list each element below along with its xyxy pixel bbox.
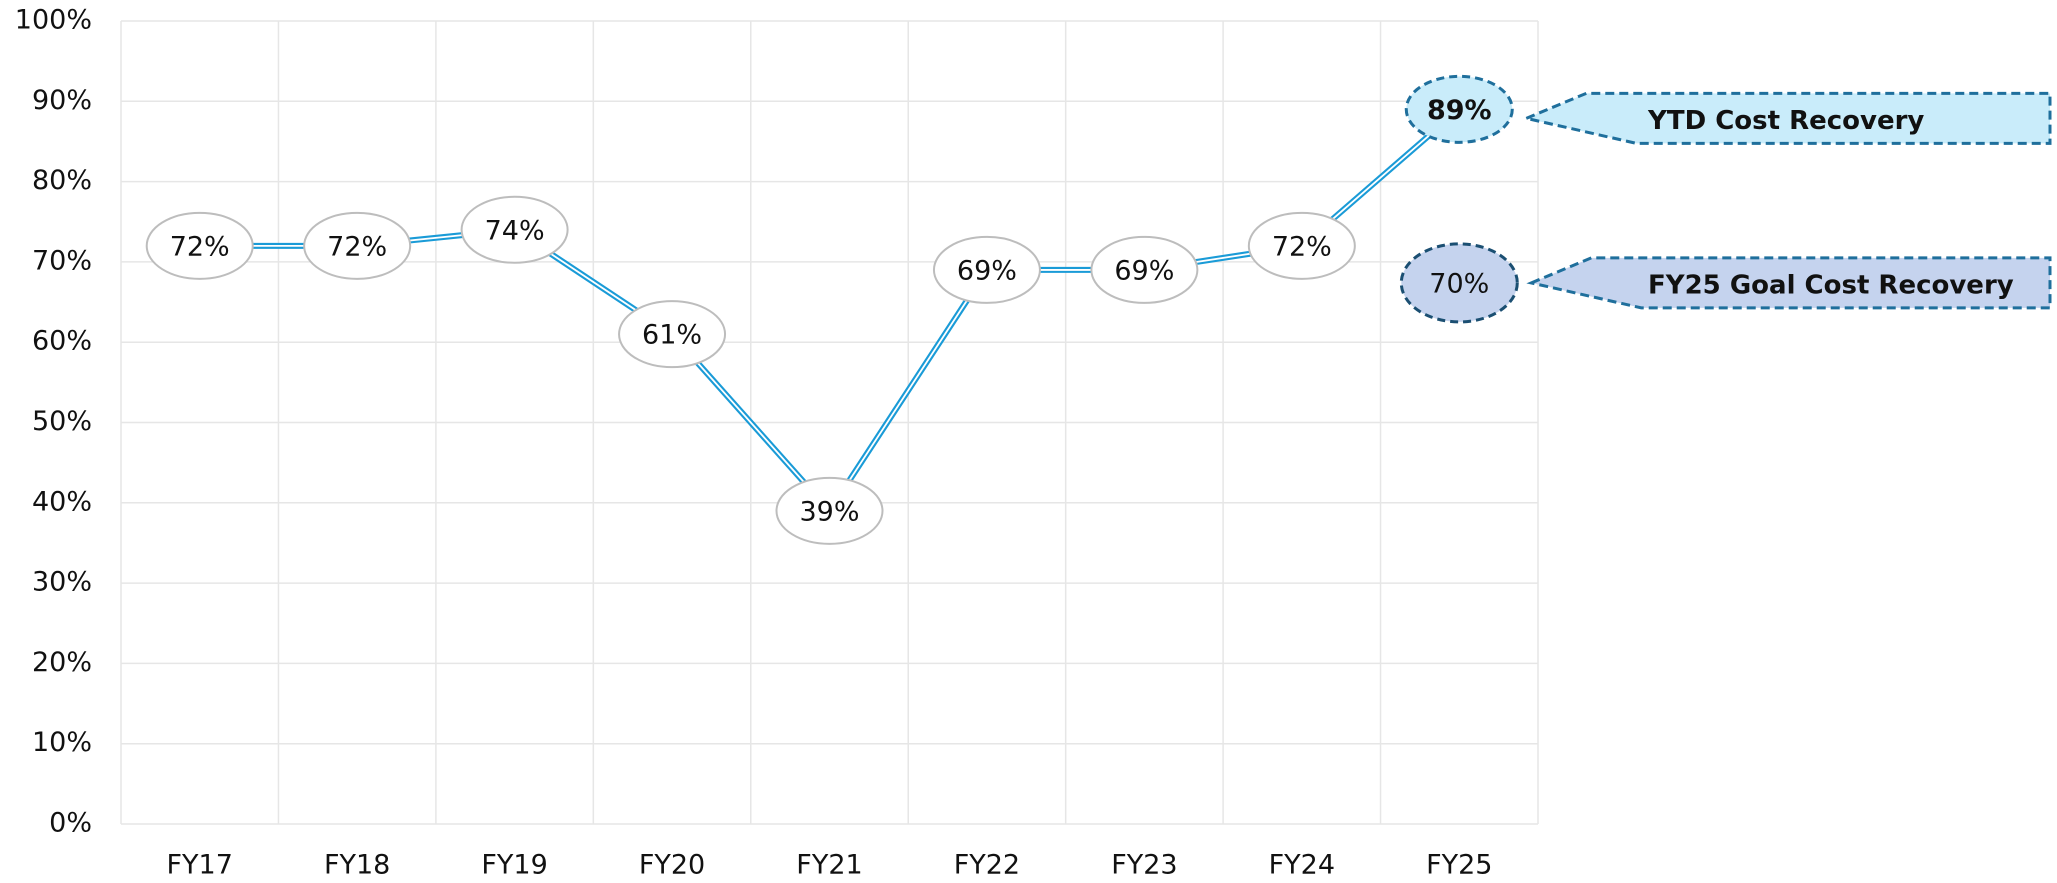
callout-box bbox=[1521, 91, 2052, 145]
y-tick-label: 80% bbox=[32, 165, 92, 196]
data-label-bubble bbox=[460, 195, 569, 264]
y-tick-label: 20% bbox=[32, 647, 92, 678]
data-label: 72% bbox=[170, 231, 230, 262]
data-label-bubble bbox=[618, 300, 727, 369]
callout-box bbox=[1526, 256, 2052, 310]
data-label: 74% bbox=[485, 215, 545, 246]
y-tick-label: 70% bbox=[32, 245, 92, 276]
data-label-bubble bbox=[1404, 74, 1514, 144]
data-label: 89% bbox=[1427, 95, 1492, 126]
x-tick-label: FY19 bbox=[481, 850, 547, 881]
x-tick-label: FY25 bbox=[1426, 850, 1492, 881]
data-label-bubble bbox=[1247, 211, 1356, 280]
x-tick-label: FY18 bbox=[324, 850, 390, 881]
x-tick-label: FY23 bbox=[1111, 850, 1177, 881]
data-label-bubble bbox=[775, 476, 884, 545]
x-tick-label: FY22 bbox=[954, 850, 1020, 881]
goal-marker bbox=[1399, 242, 1519, 324]
data-label-bubble bbox=[145, 211, 254, 280]
data-label: 61% bbox=[642, 320, 702, 351]
y-tick-label: 40% bbox=[32, 486, 92, 517]
callout-text: YTD Cost Recovery bbox=[1647, 106, 1924, 136]
data-label: 39% bbox=[799, 496, 859, 527]
grid bbox=[120, 20, 1539, 825]
x-tick-label: FY20 bbox=[639, 850, 705, 881]
x-tick-label: FY17 bbox=[167, 850, 233, 881]
y-tick-label: 30% bbox=[32, 567, 92, 598]
y-tick-label: 60% bbox=[32, 326, 92, 357]
y-tick-label: 10% bbox=[32, 727, 92, 758]
y-tick-label: 100% bbox=[15, 5, 92, 36]
y-tick-label: 50% bbox=[32, 406, 92, 437]
line-highlight bbox=[199, 108, 1460, 513]
callout-text: FY25 Goal Cost Recovery bbox=[1648, 270, 2014, 300]
data-label: 69% bbox=[957, 255, 1017, 286]
data-label: 72% bbox=[327, 231, 387, 262]
x-tick-label: FY24 bbox=[1269, 850, 1335, 881]
y-tick-label: 0% bbox=[49, 808, 92, 839]
data-label: 69% bbox=[1114, 255, 1174, 286]
data-label-bubble bbox=[303, 211, 412, 280]
data-label-bubble bbox=[932, 235, 1041, 304]
y-tick-label: 90% bbox=[32, 85, 92, 116]
x-tick-label: FY21 bbox=[796, 850, 862, 881]
data-label: 72% bbox=[1272, 231, 1332, 262]
data-label-bubble bbox=[1090, 235, 1199, 304]
line bbox=[199, 107, 1462, 516]
goal-label: 70% bbox=[1429, 268, 1489, 299]
